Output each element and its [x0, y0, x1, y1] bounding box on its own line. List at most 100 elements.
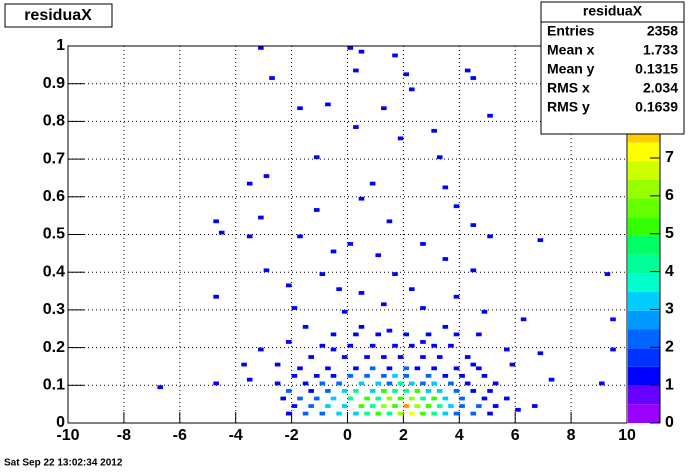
palette-band — [628, 292, 660, 311]
y-tick-label: 0 — [56, 414, 65, 431]
cell — [375, 253, 382, 258]
cell — [537, 238, 544, 243]
cell — [364, 411, 370, 416]
cell — [353, 411, 359, 416]
cell — [487, 411, 493, 416]
cell — [330, 396, 337, 401]
cell — [470, 389, 477, 393]
palette-band — [628, 254, 660, 274]
cell — [347, 343, 354, 348]
cell — [487, 113, 493, 118]
cell — [286, 389, 292, 393]
cell — [470, 223, 477, 227]
cell — [386, 411, 393, 416]
cell — [420, 355, 426, 359]
stats-value: 2358 — [647, 23, 678, 39]
cell — [364, 373, 370, 378]
cell — [246, 234, 253, 239]
cell — [291, 306, 298, 310]
stats-label: Mean y — [547, 61, 595, 77]
cell — [297, 234, 303, 239]
cell — [319, 272, 326, 276]
cell — [548, 377, 555, 382]
cell — [408, 87, 415, 92]
cell — [381, 404, 387, 408]
cell — [420, 411, 426, 416]
x-tick-label: -2 — [284, 427, 298, 444]
cell — [515, 407, 521, 412]
cell — [442, 257, 449, 261]
cell — [476, 332, 482, 337]
cell — [436, 389, 443, 393]
cell — [481, 373, 488, 378]
cell — [246, 377, 253, 382]
cell — [464, 381, 471, 386]
z-tick-label: 3 — [665, 301, 674, 318]
cell — [269, 76, 275, 80]
palette-band — [628, 161, 660, 180]
cell — [442, 411, 449, 416]
stats-value: 0.1315 — [635, 61, 678, 77]
cell — [274, 362, 281, 367]
cell — [297, 366, 303, 371]
palette-band — [628, 179, 660, 199]
cell — [453, 294, 460, 299]
cell — [336, 381, 342, 386]
cell — [408, 287, 415, 292]
cell — [213, 294, 219, 299]
cell — [431, 396, 437, 401]
cell — [537, 351, 544, 356]
palette-band — [628, 217, 660, 236]
cell — [308, 355, 314, 359]
stats-label: Entries — [547, 23, 595, 39]
stats-title: residuaX — [583, 3, 643, 19]
cell — [470, 362, 477, 367]
cell — [375, 396, 382, 401]
cell — [325, 389, 331, 393]
y-tick-label: 0.8 — [43, 113, 65, 130]
cell — [442, 185, 449, 190]
cell — [487, 234, 493, 239]
palette-band — [628, 348, 660, 367]
cell — [397, 396, 404, 401]
cell — [442, 373, 449, 378]
cell — [302, 381, 309, 386]
z-tick-label: 1 — [665, 376, 674, 393]
cell — [353, 68, 359, 73]
cell — [280, 396, 287, 401]
stats-box — [540, 1, 685, 135]
cell — [313, 208, 320, 212]
cell — [453, 389, 460, 393]
cell — [381, 355, 387, 359]
cell — [274, 381, 281, 386]
y-tick-label: 0.7 — [43, 150, 65, 167]
cell — [425, 389, 432, 393]
cell — [241, 362, 247, 367]
cell — [246, 181, 253, 186]
y-tick-label: 0.9 — [43, 75, 65, 92]
cell — [319, 381, 326, 386]
y-tick-label: 0.3 — [43, 301, 65, 318]
cell — [459, 396, 465, 401]
cell — [408, 381, 415, 386]
y-tick-label: 0.2 — [43, 339, 65, 356]
cell — [347, 396, 354, 401]
cell — [392, 389, 398, 393]
cell — [442, 324, 449, 329]
cell — [330, 249, 337, 254]
z-tick-label: 5 — [665, 225, 674, 242]
z-tick-label: 4 — [665, 263, 674, 280]
cell — [347, 46, 354, 50]
cell — [358, 49, 365, 54]
cell — [336, 287, 342, 292]
date-label: Sat Sep 22 13:02:34 2012 — [4, 458, 123, 469]
cell — [358, 381, 365, 386]
palette-band — [628, 310, 660, 330]
cell — [420, 381, 426, 386]
cell — [364, 396, 370, 401]
cell — [157, 385, 164, 390]
x-tick-label: -4 — [229, 427, 243, 444]
cell — [258, 46, 264, 50]
cell — [408, 411, 415, 416]
cell — [442, 396, 449, 401]
